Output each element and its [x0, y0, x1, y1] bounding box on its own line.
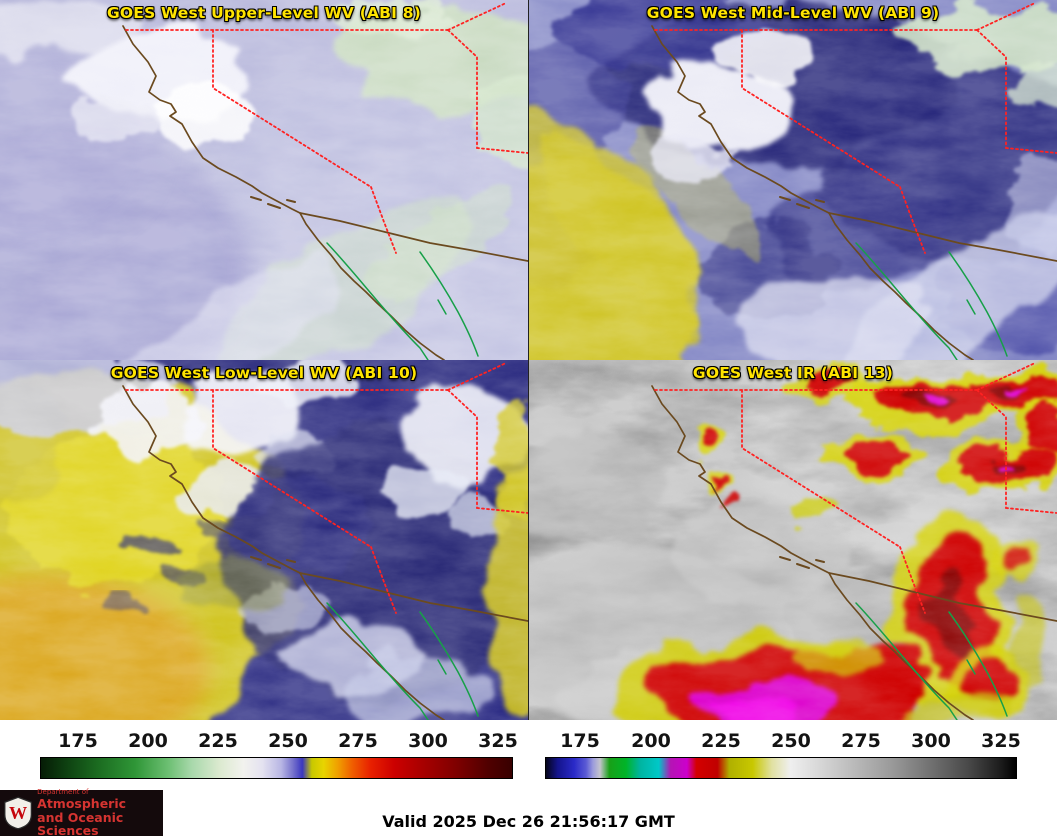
- uw-aos-logo: W Department of Atmospheric and Oceanic …: [0, 788, 163, 838]
- colorbar-tick-label: 225: [701, 730, 741, 752]
- colorbar-tick-label: 275: [841, 730, 881, 752]
- valid-time-text: Valid 2025 Dec 26 21:56:17 GMT: [382, 812, 675, 831]
- colorbar-tick-label: 250: [771, 730, 811, 752]
- colorbar-ir-scale: [545, 757, 1017, 779]
- panel-abi9-imagery: [529, 0, 1057, 360]
- panel-abi10-imagery: [0, 360, 528, 720]
- crest-letter: W: [9, 803, 27, 823]
- colorbar-tick-label: 325: [478, 730, 518, 752]
- colorbar-wv-scale: [40, 757, 513, 779]
- colorbar-tick-label: 200: [128, 730, 168, 752]
- colorbar-tick-label: 250: [268, 730, 308, 752]
- panel-abi13-imagery: [529, 360, 1057, 720]
- logo-dept-line: Department of: [37, 788, 89, 797]
- logo-line-2: and Oceanic Sciences: [37, 809, 124, 838]
- colorbar-tick-label: 300: [911, 730, 951, 752]
- colorbar-tick-label: 225: [198, 730, 238, 752]
- colorbar-tick-label: 325: [981, 730, 1021, 752]
- satellite-quad-image: [0, 0, 1057, 720]
- panel-abi8-imagery: [0, 0, 528, 360]
- colorbar-tick-label: 175: [560, 730, 600, 752]
- colorbar-tick-label: 175: [58, 730, 98, 752]
- colorbar-tick-label: 200: [631, 730, 671, 752]
- logo-line-1: Atmospheric: [37, 796, 127, 812]
- colorbar-tick-label: 300: [408, 730, 448, 752]
- uw-crest-icon: W: [4, 796, 32, 830]
- colorbar-tick-label: 275: [338, 730, 378, 752]
- logo-text: Department of Atmospheric and Oceanic Sc…: [37, 788, 163, 838]
